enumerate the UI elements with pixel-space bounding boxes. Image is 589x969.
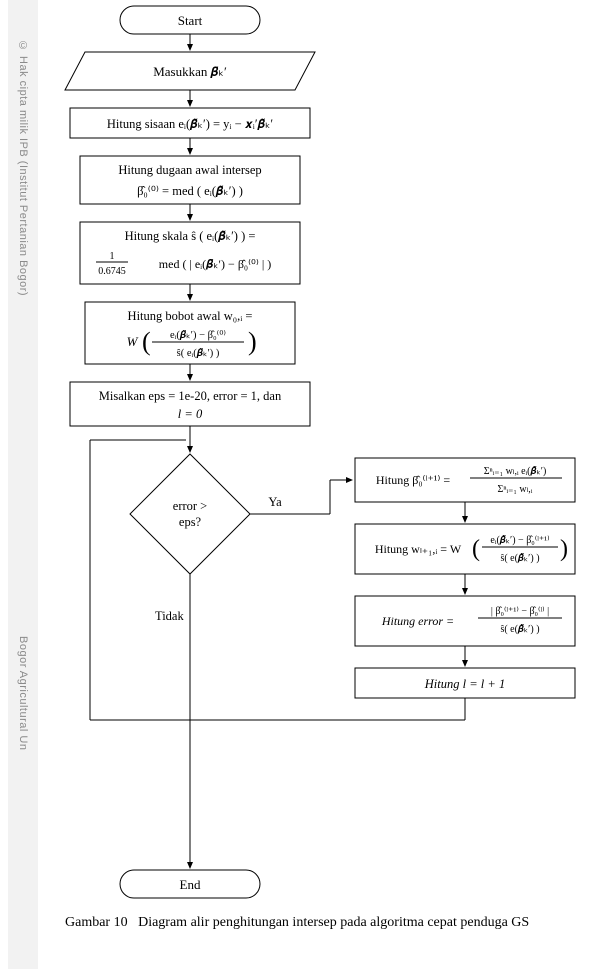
step5-l1: Misalkan eps = 1e-20, error = 1, dan <box>99 389 282 403</box>
step3-frac-num: 1 <box>110 251 115 262</box>
svg-text:(: ( <box>472 536 480 562</box>
loop1-a: Hitung β̂₀⁽ˡ⁺¹⁾ = <box>376 473 450 487</box>
step1-label: Hitung sisaan eᵢ(𝜷̃ₖ′) = yᵢ − 𝒙ᵢ′𝜷̃ₖ′ <box>107 117 274 131</box>
loop3-a: Hitung error = <box>381 614 454 628</box>
svg-text:): ) <box>560 536 568 562</box>
watermark-line2: Bogor Agricultural Un <box>17 636 29 750</box>
loop2-den: ŝ( e(𝜷̃ₖ′) ) <box>500 553 539 564</box>
loop2-a: Hitung wₗ₊₁,ᵢ = W <box>375 542 462 556</box>
svg-text:(: ( <box>142 327 151 356</box>
step3-rest: med ( | eᵢ(𝜷̃ₖ′) − β̂₀⁽⁰⁾ | ) <box>159 257 271 271</box>
loop3-den: ŝ( e(𝜷̃ₖ′) ) <box>500 624 539 635</box>
caption-text: Diagram alir penghitungan intersep pada … <box>138 915 529 930</box>
yes-label: Ya <box>268 495 282 509</box>
step5-l2: l = 0 <box>178 407 203 421</box>
end-label: End <box>180 877 201 892</box>
decision-l1: error > <box>173 499 207 513</box>
watermark-line1: © Hak cipta milik IPB (Institut Pertania… <box>17 40 29 296</box>
left-watermark: © Hak cipta milik IPB (Institut Pertania… <box>8 0 38 969</box>
start-label: Start <box>178 13 203 28</box>
step4-den: ŝ( eᵢ(𝜷̃ₖ′) ) <box>177 347 220 359</box>
no-label: Tidak <box>155 609 184 623</box>
step3-frac-den: 0.6745 <box>98 266 126 277</box>
step2-l2: β̂₀⁽⁰⁾ = med ( eᵢ(𝜷̃ₖ′) ) <box>137 184 243 198</box>
step4-W: W <box>127 334 139 349</box>
decision-node <box>130 454 250 574</box>
loop1-den: Σⁿᵢ₌₁ wₗ,ᵢ <box>498 484 533 495</box>
loop3-num: | β̂₀⁽ˡ⁺¹⁾ − β̂₀⁽ˡ⁾ | <box>491 606 549 617</box>
loop1-num: Σⁿᵢ₌₁ wₗ,ᵢ eᵢ(𝜷̃ₖ′) <box>484 466 547 477</box>
step4-num: eᵢ(𝜷̃ₖ′) − β̂₀⁽⁰⁾ <box>170 329 226 341</box>
flowchart-svg: Start Masukkan 𝜷̃ₖ′ Hitung sisaan eᵢ(𝜷̃ₖ… <box>0 0 589 910</box>
caption-label: Gambar 10 <box>65 915 128 930</box>
svg-text:): ) <box>248 327 257 356</box>
loop2-num: eᵢ(𝜷̃ₖ′) − β̂₀⁽ˡ⁺¹⁾ <box>490 535 549 546</box>
decision-l2: eps? <box>179 515 202 529</box>
step4-l1: Hitung bobot awal w₀,ᵢ = <box>128 309 253 323</box>
step3-l1: Hitung skala ŝ ( eᵢ(𝜷̃ₖ′) ) = <box>125 229 256 243</box>
loop4-label: Hitung l = l + 1 <box>424 677 505 691</box>
input-label: Masukkan 𝜷̃ₖ′ <box>153 64 227 79</box>
step2-l1: Hitung dugaan awal intersep <box>118 163 261 177</box>
figure-caption: Gambar 10 Diagram alir penghitungan inte… <box>65 914 575 933</box>
